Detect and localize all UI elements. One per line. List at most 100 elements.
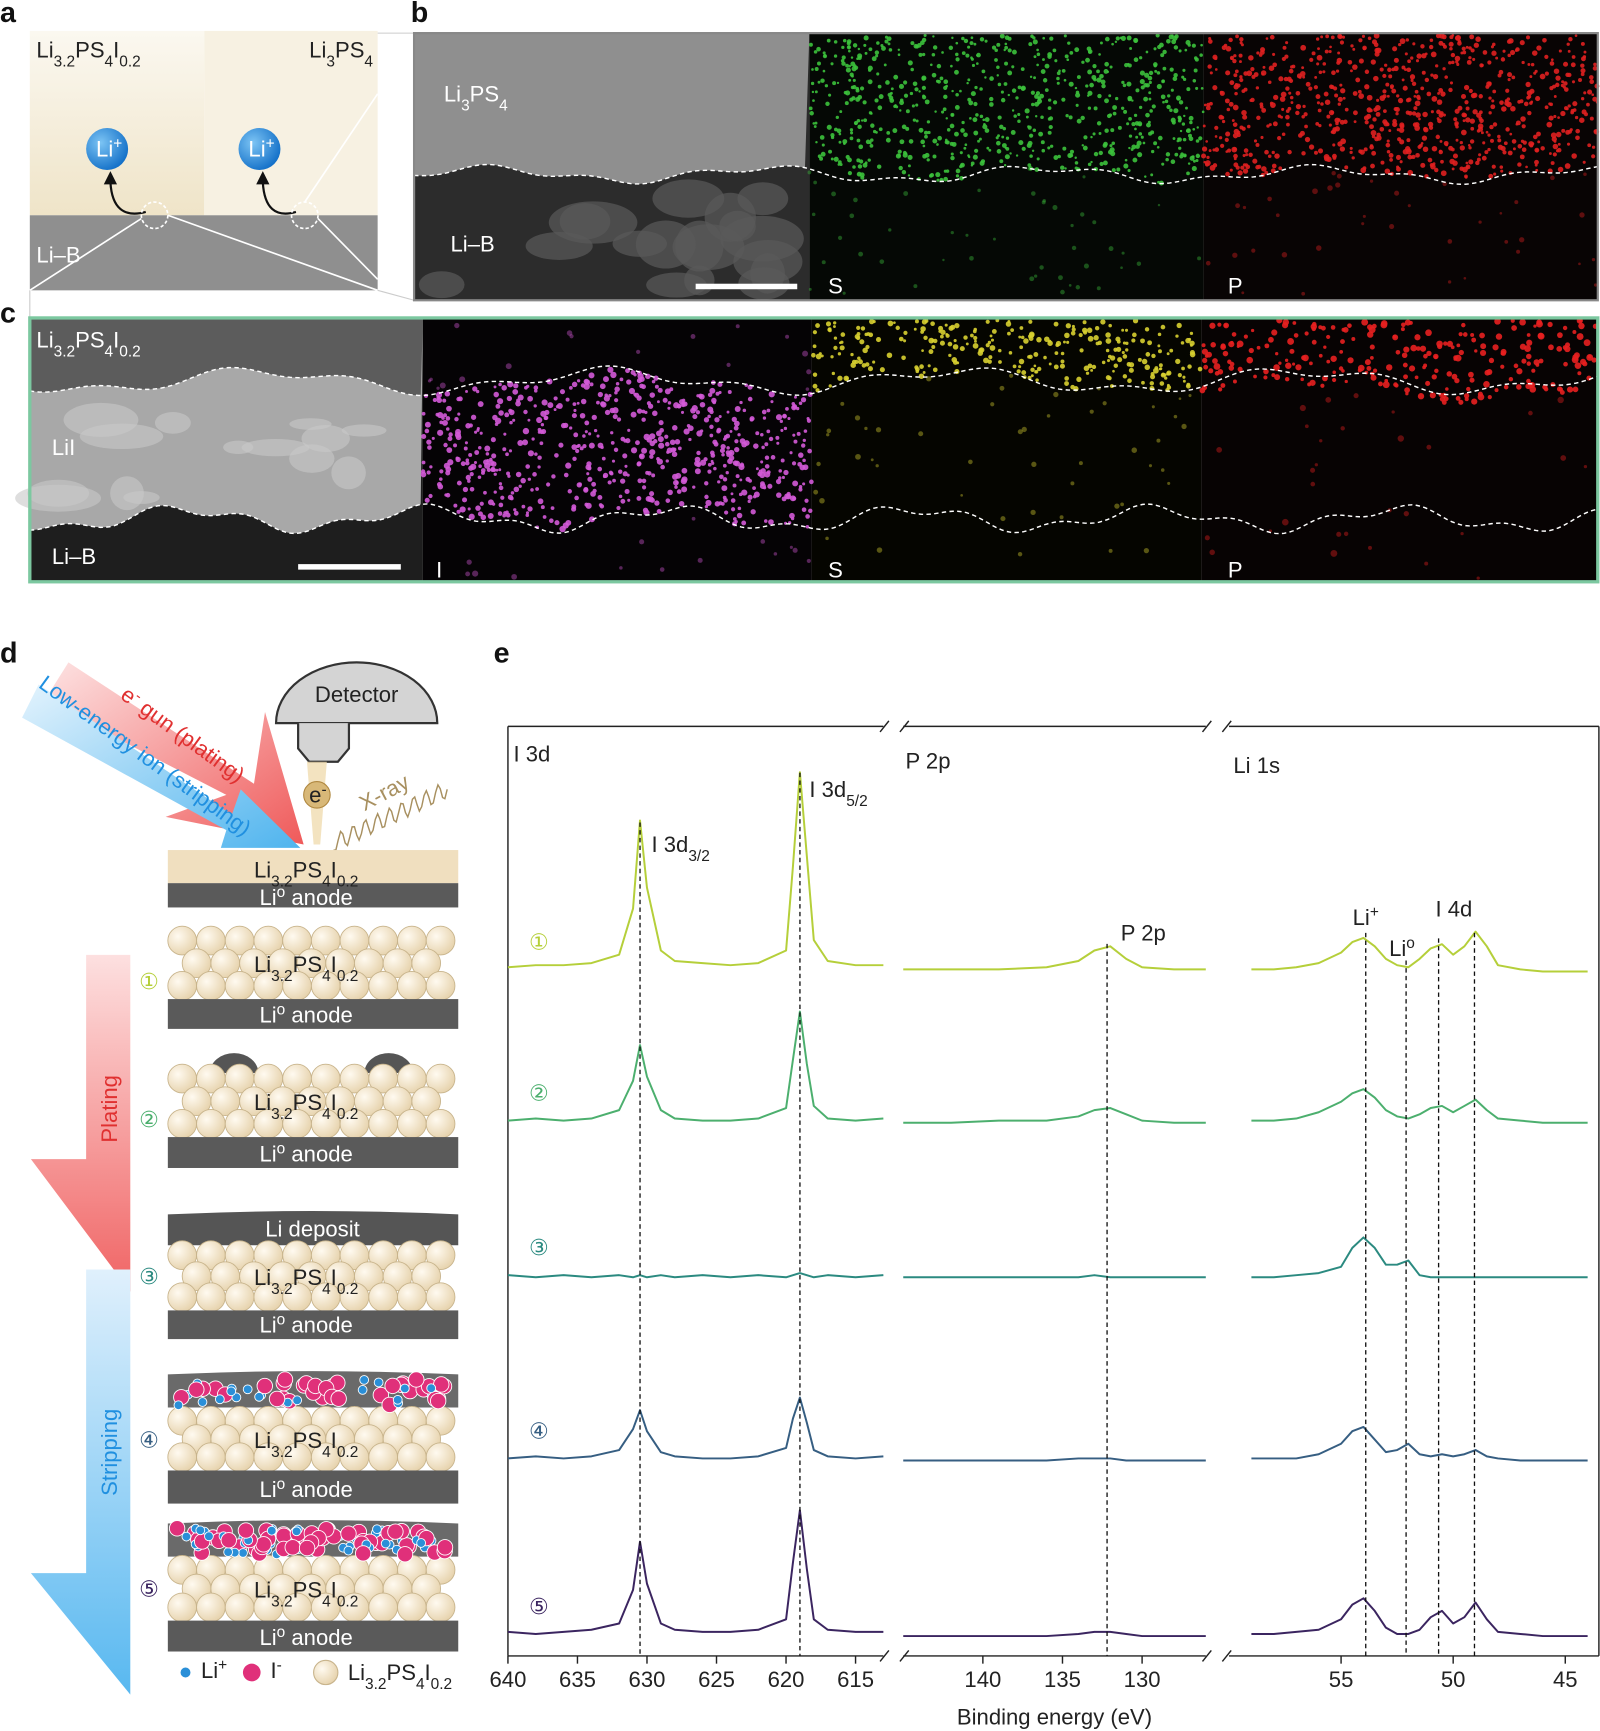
layer-label-part: 3.2 — [271, 1281, 292, 1298]
eds-dot — [1064, 381, 1069, 386]
eds-dot — [764, 519, 768, 523]
eds-dot — [576, 444, 580, 448]
eds-dot — [1326, 114, 1331, 119]
eds-dot — [1242, 114, 1248, 120]
eds-dot — [1097, 340, 1103, 345]
eds-dot — [798, 484, 803, 489]
eds-dot — [630, 411, 637, 418]
eds-dot — [1332, 370, 1336, 375]
legend-label-part: Li — [348, 1660, 365, 1685]
eds-dot — [1183, 114, 1186, 118]
layer-label-part: 4 — [322, 968, 331, 985]
eds-dot — [1566, 386, 1574, 393]
sem-grain — [223, 440, 254, 455]
eds-dot — [1044, 63, 1050, 69]
eds-dot — [916, 43, 922, 48]
eds-dot — [1003, 82, 1008, 86]
eds-dot — [469, 486, 475, 492]
eds-dot — [915, 119, 919, 123]
eds-dot — [1151, 149, 1155, 154]
eds-dot — [445, 466, 452, 473]
eds-dot — [1208, 149, 1212, 153]
eds-dot — [1269, 101, 1274, 105]
eds-dot — [913, 284, 918, 289]
eds-dot — [1465, 106, 1470, 111]
eds-dot — [1572, 101, 1578, 107]
iodide-ion — [433, 1376, 450, 1393]
eds-dot — [453, 503, 458, 508]
x-tick-label: 140 — [964, 1667, 1001, 1692]
eds-dot — [660, 464, 665, 470]
anode-label-part: anode — [285, 1625, 353, 1650]
iodide-ion — [387, 1523, 404, 1540]
eds-dot — [1459, 140, 1463, 145]
eds-dot — [1499, 100, 1504, 105]
eds-dot — [955, 41, 959, 45]
eds-dot — [963, 38, 969, 44]
eds-p-c — [1201, 317, 1598, 582]
eds-dot — [1379, 95, 1386, 102]
eds-dot — [1353, 120, 1357, 124]
eds-dot — [1148, 70, 1154, 76]
eds-dot — [1195, 139, 1200, 143]
peak-label: P 2p — [1121, 921, 1166, 946]
eds-dot — [1549, 102, 1553, 107]
eds-dot — [1592, 66, 1598, 71]
eds-dot — [1237, 366, 1243, 372]
eds-dot — [521, 504, 526, 509]
eds-dot — [1579, 212, 1585, 218]
eds-dot — [1203, 364, 1209, 370]
eds-dot — [1178, 100, 1184, 105]
eds-dot — [1071, 245, 1077, 251]
eds-dot — [1519, 40, 1525, 46]
eds-dot — [819, 135, 825, 140]
eds-dot — [839, 162, 843, 167]
eds-dot — [1587, 89, 1593, 95]
eds-dot — [1285, 362, 1292, 369]
eds-dot — [1115, 336, 1121, 342]
eds-dot — [859, 86, 865, 91]
eds-dot — [1364, 359, 1371, 366]
eds-dot — [813, 50, 818, 54]
eds-dot — [871, 56, 877, 62]
eds-dot — [1220, 383, 1226, 388]
eds-dot — [536, 416, 543, 424]
eds-dot — [1468, 56, 1472, 60]
eds-dot — [1316, 62, 1320, 66]
eds-dot — [1150, 173, 1154, 177]
eds-dot — [476, 389, 480, 394]
layer-label-part: 3.2 — [271, 1106, 292, 1123]
eds-dot — [1105, 348, 1110, 353]
eds-dot — [584, 420, 590, 426]
eds-dot — [1048, 124, 1053, 130]
eds-dot — [599, 383, 606, 390]
eds-dot — [1189, 331, 1194, 336]
eds-dot — [681, 476, 688, 483]
eds-dot — [855, 86, 860, 91]
eds-dot — [1539, 73, 1546, 80]
eds-dot — [997, 348, 1002, 353]
eds-dot — [1019, 326, 1024, 330]
eds-dot — [1091, 364, 1097, 370]
eds-dot — [1262, 65, 1266, 69]
eds-dot — [921, 349, 924, 352]
eds-dot — [1466, 59, 1472, 65]
eds-dot — [889, 98, 895, 103]
eds-dot — [966, 81, 969, 85]
eds-dot — [688, 437, 692, 442]
eds-dot — [1070, 223, 1074, 228]
x-tick-label: 55 — [1329, 1667, 1354, 1692]
eds-dot — [1515, 47, 1520, 52]
eds-dot — [1217, 369, 1224, 375]
eds-dot — [1566, 142, 1571, 146]
eds-dot — [1487, 60, 1492, 65]
eds-dot — [1528, 410, 1533, 416]
eds-dot — [647, 403, 654, 409]
eds-dot — [1120, 502, 1124, 507]
eds-dot — [1418, 117, 1421, 121]
eds-dot — [1474, 349, 1478, 353]
eds-dot — [1201, 146, 1208, 152]
eds-dot — [1094, 325, 1100, 331]
eds-dot — [626, 379, 632, 385]
eds-dot — [1030, 367, 1035, 373]
